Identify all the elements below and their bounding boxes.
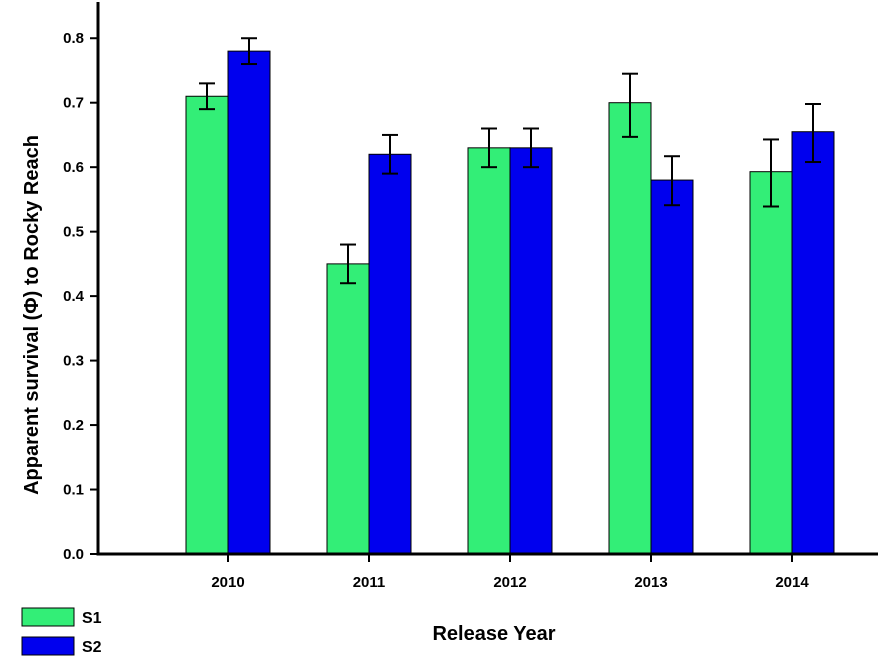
bar-s1-2010 [185, 95, 229, 555]
x-tick-label: 2010 [211, 574, 244, 591]
y-tick-label: 0.4 [63, 288, 85, 305]
legend: S1 S2 [21, 607, 102, 656]
error-bar-s2-2010 [241, 37, 257, 66]
bar-s2-2013 [650, 179, 694, 555]
legend-label: S1 [82, 610, 102, 627]
y-tick-label: 0.8 [63, 30, 84, 47]
x-tick-label: 2014 [775, 574, 809, 591]
error-bar-s2-2012 [523, 127, 539, 169]
error-bars-group [199, 37, 821, 285]
y-tick-label: 0.5 [63, 224, 84, 241]
error-bar-s1-2010 [199, 82, 215, 111]
bar-s2-2014 [791, 131, 835, 555]
x-tick-label: 2013 [634, 574, 667, 591]
y-tick-label: 0.0 [63, 546, 84, 563]
error-bar-s1-2014 [763, 138, 779, 208]
bar-s2-2010 [227, 50, 271, 555]
error-bar-s2-2014 [805, 102, 821, 164]
y-tick-label: 0.3 [63, 353, 84, 370]
bar-s2-2012 [509, 147, 553, 555]
axes-group: 0.0 0.1 0.2 0.3 0.4 0.5 0.6 0.7 0.8 2010 2011 2012 2… [63, 2, 878, 591]
bar-s1-2014 [749, 171, 793, 555]
y-tick-label: 0.6 [63, 159, 84, 176]
error-bar-s1-2013 [622, 72, 638, 138]
legend-label: S2 [82, 639, 102, 656]
legend-item-s2: S2 [21, 636, 102, 656]
bar-s1-2011 [326, 263, 370, 555]
legend-swatch [21, 636, 75, 656]
y-tick-label: 0.1 [63, 482, 84, 499]
bars-group [185, 50, 835, 555]
y-axis-title: Apparent survival (Φ) to Rocky Reach [21, 135, 43, 495]
x-tick-label: 2012 [493, 574, 526, 591]
y-tick-label: 0.7 [63, 95, 84, 112]
y-tick-label: 0.2 [63, 417, 84, 434]
error-bar-s1-2012 [481, 127, 497, 169]
error-bar-s1-2011 [340, 243, 356, 285]
legend-item-s1: S1 [21, 607, 102, 627]
x-axis-title: Release Year [432, 623, 555, 645]
error-bar-s2-2011 [382, 133, 398, 175]
error-bar-s2-2013 [664, 155, 680, 207]
x-tick-label: 2011 [353, 574, 386, 591]
bar-s1-2012 [467, 147, 511, 555]
bar-s1-2013 [608, 102, 652, 555]
legend-swatch [21, 607, 75, 627]
bar-s2-2011 [368, 153, 412, 555]
